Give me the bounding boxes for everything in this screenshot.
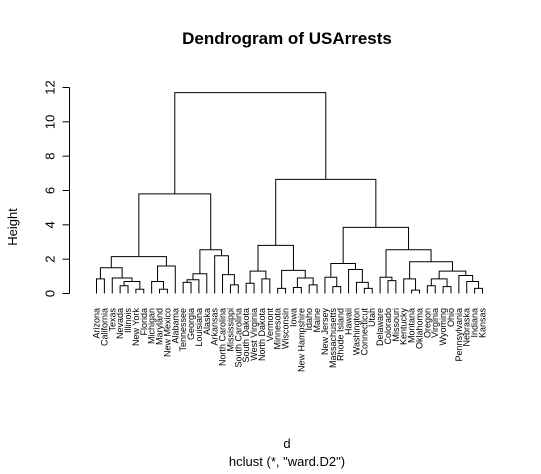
chart-title: Dendrogram of USArrests — [182, 29, 392, 48]
dendrogram-branch — [409, 261, 453, 279]
dendrogram-branch — [379, 276, 393, 294]
dendrogram-tree — [96, 92, 483, 294]
y-tick-label: 12 — [43, 80, 58, 94]
leaf-labels: ArizonaCaliforniaTexasNevadaIllinoisNew … — [92, 308, 488, 373]
leaf-label: Mississippi — [225, 308, 235, 352]
y-tick-label: 10 — [43, 115, 58, 129]
leaf-label: Pennsylvania — [454, 308, 464, 362]
dendrogram-branch — [292, 286, 302, 294]
leaf-label: Minnesota — [273, 308, 283, 350]
method-sublabel: hclust (*, "ward.D2") — [229, 454, 345, 469]
leaf-label: Alaska — [202, 308, 212, 335]
dendrogram-branch — [275, 178, 377, 246]
leaf-label: Tennessee — [178, 308, 188, 352]
y-tick-label: 0 — [43, 290, 58, 297]
leaf-label: Iowa — [288, 308, 298, 327]
leaf-label: Florida — [139, 308, 149, 336]
leaf-label: North Carolina — [218, 308, 228, 366]
leaf-label: Indiana — [470, 308, 480, 338]
y-tick-label: 6 — [43, 187, 58, 194]
leaf-label: West Virginia — [249, 308, 259, 361]
leaf-label: South Dakota — [241, 308, 251, 363]
leaf-label: Wisconsin — [281, 308, 291, 349]
leaf-label: Illinois — [123, 308, 133, 334]
leaf-label: Nevada — [115, 308, 125, 339]
leaf-label: South Carolina — [233, 308, 243, 368]
leaf-label: Maryland — [155, 308, 165, 345]
leaf-label: Rhode Island — [336, 308, 346, 361]
leaf-label: Kansas — [478, 308, 488, 339]
y-axis: 0 2 4 6 8 10 12 — [43, 80, 70, 297]
x-axis-label: d — [283, 436, 290, 451]
leaf-label: Colorado — [383, 308, 393, 345]
leaf-label: Georgia — [186, 308, 196, 340]
y-tick-label: 2 — [43, 256, 58, 263]
leaf-label: Michigan — [147, 308, 157, 344]
leaf-label: Washington — [351, 308, 361, 355]
leaf-label: North Dakota — [257, 308, 267, 361]
leaf-label: Idaho — [304, 308, 314, 331]
leaf-label: California — [99, 308, 109, 346]
leaf-label: New Hampshire — [296, 308, 306, 372]
dendrogram-branch — [348, 268, 363, 294]
leaf-label: Alabama — [170, 308, 180, 344]
leaf-label: Kentucky — [399, 308, 409, 346]
leaf-label: Arizona — [92, 308, 102, 339]
leaf-label: Oklahoma — [414, 308, 424, 349]
y-tick-label: 4 — [43, 221, 58, 228]
dendrogram-branch — [182, 281, 192, 294]
dendrogram-branch — [229, 284, 239, 294]
dendrogram-branch — [355, 281, 369, 294]
leaf-label: New York — [131, 308, 141, 347]
leaf-label: Wyoming — [438, 308, 448, 345]
leaf-label: Nebraska — [462, 308, 472, 347]
dendrogram-branch — [324, 276, 338, 294]
dendrogram-branch — [186, 279, 200, 294]
dendrogram-branch — [308, 284, 318, 294]
y-axis-label: Height — [5, 208, 20, 246]
leaf-label: Delaware — [375, 308, 385, 346]
y-tick-label: 8 — [43, 153, 58, 160]
leaf-label: New Jersey — [320, 308, 330, 356]
dendrogram-branch — [222, 274, 235, 294]
leaf-label: Montana — [407, 308, 417, 343]
dendrogram-branch — [411, 289, 420, 294]
leaf-label: Hawaii — [344, 308, 354, 335]
leaf-label: Maine — [312, 308, 322, 333]
leaf-label: Arkansas — [210, 308, 220, 346]
leaf-label: Utah — [367, 308, 377, 327]
leaf-label: Missouri — [391, 308, 401, 342]
leaf-label: Ohio — [446, 308, 456, 327]
leaf-label: Texas — [107, 308, 117, 332]
dendrogram-branch — [110, 256, 167, 268]
leaf-label: Connecticut — [359, 308, 369, 356]
dendrogram-branch — [174, 92, 327, 194]
leaf-label: Oregon — [422, 308, 432, 338]
leaf-label: Vermont — [265, 308, 275, 342]
leaf-label: Louisiana — [194, 308, 204, 347]
leaf-label: Virginia — [430, 308, 440, 338]
leaf-label: New Mexico — [162, 308, 172, 357]
leaf-label: Massachusetts — [328, 308, 338, 369]
